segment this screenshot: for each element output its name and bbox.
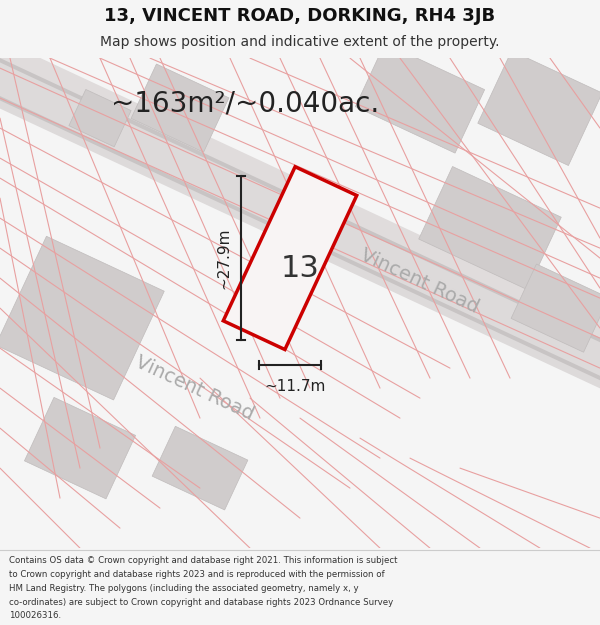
Polygon shape: [511, 264, 600, 352]
Text: Vincent Road: Vincent Road: [133, 352, 257, 424]
Polygon shape: [419, 166, 561, 290]
Polygon shape: [152, 426, 248, 510]
Text: 13, VINCENT ROAD, DORKING, RH4 3JB: 13, VINCENT ROAD, DORKING, RH4 3JB: [104, 7, 496, 25]
Polygon shape: [0, 40, 600, 361]
Polygon shape: [69, 89, 131, 147]
Polygon shape: [0, 236, 164, 400]
Text: ~27.9m: ~27.9m: [216, 228, 231, 289]
Text: to Crown copyright and database rights 2023 and is reproduced with the permissio: to Crown copyright and database rights 2…: [9, 570, 385, 579]
Polygon shape: [355, 43, 485, 153]
Text: Vincent Road: Vincent Road: [358, 246, 482, 317]
Text: Map shows position and indicative extent of the property.: Map shows position and indicative extent…: [100, 35, 500, 49]
Text: co-ordinates) are subject to Crown copyright and database rights 2023 Ordnance S: co-ordinates) are subject to Crown copyr…: [9, 598, 393, 607]
Text: ~11.7m: ~11.7m: [265, 379, 326, 394]
Polygon shape: [0, 35, 600, 401]
Polygon shape: [0, 22, 600, 357]
Text: HM Land Registry. The polygons (including the associated geometry, namely x, y: HM Land Registry. The polygons (includin…: [9, 584, 359, 592]
Polygon shape: [478, 51, 600, 166]
Polygon shape: [0, 78, 600, 398]
Text: Contains OS data © Crown copyright and database right 2021. This information is : Contains OS data © Crown copyright and d…: [9, 556, 398, 565]
Text: 100026316.: 100026316.: [9, 611, 61, 621]
Text: ~163m²/~0.040ac.: ~163m²/~0.040ac.: [111, 89, 379, 117]
Polygon shape: [131, 64, 229, 152]
Text: 13: 13: [281, 254, 319, 282]
Polygon shape: [25, 398, 136, 499]
Polygon shape: [223, 167, 357, 349]
